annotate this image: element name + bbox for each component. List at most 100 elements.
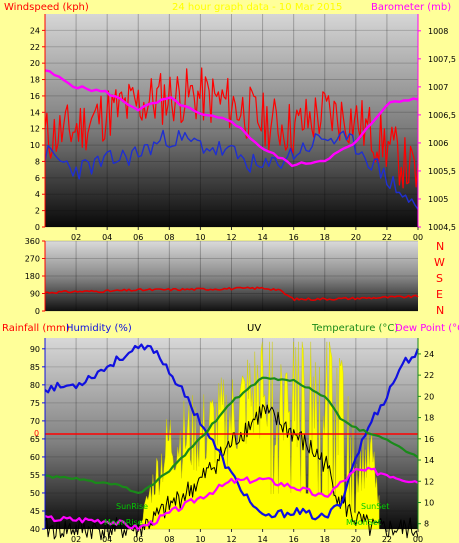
x-tick-label: 14: [257, 535, 267, 543]
dewpoint-label: Dew Point (°C): [395, 323, 459, 334]
x-tick-label: 02: [71, 535, 81, 543]
wind-y-tick-label: 16: [30, 92, 40, 101]
direction-y-tick-label: 360: [25, 237, 40, 246]
solar-line: [44, 404, 419, 541]
compass-n-top: N: [436, 240, 444, 253]
wind-y-tick-label: 22: [30, 43, 40, 52]
wind-gust-line: [44, 67, 419, 189]
wind-average-line: [44, 129, 419, 210]
wind-y-tick-label: 12: [30, 125, 40, 134]
x-tick-label: 22: [382, 535, 392, 543]
wind-y-tick-label: 10: [30, 141, 40, 150]
barometer-y-tick-label: 1007,5: [428, 55, 456, 64]
temperature-line: [44, 376, 419, 494]
temperature-label: Temperature (°C): [311, 323, 398, 334]
wind-direction-line: [44, 286, 419, 302]
temperature-y-tick-label: 18: [424, 414, 434, 423]
humidity-y-tick-label: 90: [30, 345, 40, 354]
compass-e: E: [436, 288, 443, 301]
temperature-y-tick-label: 8: [424, 520, 429, 529]
x-tick-label: 20: [351, 233, 361, 242]
humidity-y-ticks: 40 45 50 55 60 65 70 75 80 85 90: [30, 345, 45, 534]
wind-direction-chart: 0 90 180 270 360 N W S E N: [25, 237, 445, 317]
x-tick-label: 22: [382, 233, 392, 242]
temperature-y-tick-label: 22: [424, 371, 434, 380]
temperature-y-tick-label: 24: [424, 350, 434, 359]
wind-y-tick-label: 20: [30, 59, 40, 68]
x-tick-label: 14: [257, 233, 267, 242]
humidity-y-tick-label: 50: [30, 489, 40, 498]
temperature-y-tick-label: 10: [424, 498, 434, 507]
humidity-temperature-chart: 40 45 50 55 60 65 70 75 80 85 90 8 10 12 14 16 18 20 22 24…: [30, 338, 434, 543]
temperature-x-ticks: 02 04 06 08 10 12 14 16 18 20 22 00: [71, 529, 423, 543]
direction-gridlines: [45, 240, 418, 312]
compass-w: W: [434, 256, 445, 269]
barometer-y-tick-label: 1006,5: [428, 111, 456, 120]
x-tick-label: 18: [320, 233, 330, 242]
direction-y-ticks: 0 90 180 270 360: [25, 237, 45, 316]
humidity-y-tick-label: 85: [30, 363, 40, 372]
wind-y-tick-label: 0: [35, 223, 40, 232]
barometer-y-tick-label: 1008: [428, 27, 448, 36]
barometer-line: [44, 69, 419, 168]
humidity-label: Humidity (%): [66, 323, 132, 334]
temperature-y-tick-label: 20: [424, 392, 434, 401]
compass-n-bottom: N: [436, 304, 444, 317]
wind-y-tick-label: 6: [35, 174, 40, 183]
barometer-y-tick-label: 1006: [428, 139, 448, 148]
wind-y-tick-label: 8: [35, 157, 40, 166]
x-tick-label: 12: [226, 233, 236, 242]
x-tick-label: 02: [71, 233, 81, 242]
wind-y-tick-label: 14: [30, 108, 40, 117]
humidity-y-tick-label: 55: [30, 471, 40, 480]
direction-y-tick-label: 0: [35, 307, 40, 316]
humidity-y-tick-label: 40: [30, 525, 40, 534]
wind-x-ticks: 02 04 06 08 10 12 14 16 18 20 22 00: [71, 227, 423, 242]
dewpoint-line: [44, 466, 419, 532]
humidity-y-tick-label: 80: [30, 381, 40, 390]
x-tick-label: 18: [320, 535, 330, 543]
direction-y-tick-label: 90: [30, 290, 40, 299]
x-tick-label: 06: [133, 535, 143, 543]
windspeed-label: Windspeed (kph): [4, 2, 89, 13]
wind-y-tick-label: 18: [30, 76, 40, 85]
temperature-y-tick-label: 16: [424, 435, 434, 444]
barometer-y-tick-label: 1005: [428, 195, 448, 204]
x-tick-label: 08: [164, 535, 174, 543]
barometer-y-tick-label: 1004,5: [428, 223, 456, 232]
humidity-y-tick-label: 60: [30, 453, 40, 462]
moonrise-text: MoonRise: [104, 518, 143, 527]
x-tick-label: 16: [289, 233, 299, 242]
barometer-y-tick-label: 1005,5: [428, 167, 456, 176]
direction-y-tick-label: 180: [25, 272, 40, 281]
sunrise-text: SunRise: [116, 502, 148, 511]
x-tick-label: 20: [351, 535, 361, 543]
temperature-y-tick-label: 14: [424, 456, 434, 465]
moonset-text: MoonSet: [346, 518, 381, 527]
x-tick-label: 08: [164, 233, 174, 242]
humidity-y-tick-label: 70: [30, 417, 40, 426]
wind-y-tick-label: 2: [35, 207, 40, 216]
humidity-y-tick-label: 75: [30, 399, 40, 408]
rain-zero-tick: 0: [34, 429, 39, 438]
temperature-y-ticks: 8 10 12 14 16 18 20 22 24: [418, 350, 434, 529]
barometer-y-tick-label: 1007: [428, 83, 448, 92]
humidity-y-tick-label: 65: [30, 435, 40, 444]
x-tick-label: 00: [413, 535, 423, 543]
temperature-series: [44, 341, 420, 541]
uv-area: [130, 341, 380, 530]
humidity-line: [44, 343, 420, 521]
wind-y-tick-label: 4: [35, 190, 40, 199]
x-tick-label: 12: [226, 535, 236, 543]
rainfall-label: Rainfall (mm): [2, 323, 70, 334]
x-tick-label: 10: [195, 535, 205, 543]
barometer-y-ticks: 1004,5 1005 1005,5 1006 1006,5 1007 1007,5 1008: [418, 27, 456, 232]
barometer-label: Barometer (mb): [371, 2, 451, 13]
x-tick-label: 04: [102, 233, 112, 242]
humidity-y-tick-label: 45: [30, 507, 40, 516]
temperature-y-tick-label: 12: [424, 477, 434, 486]
uv-label: UV: [247, 323, 261, 334]
